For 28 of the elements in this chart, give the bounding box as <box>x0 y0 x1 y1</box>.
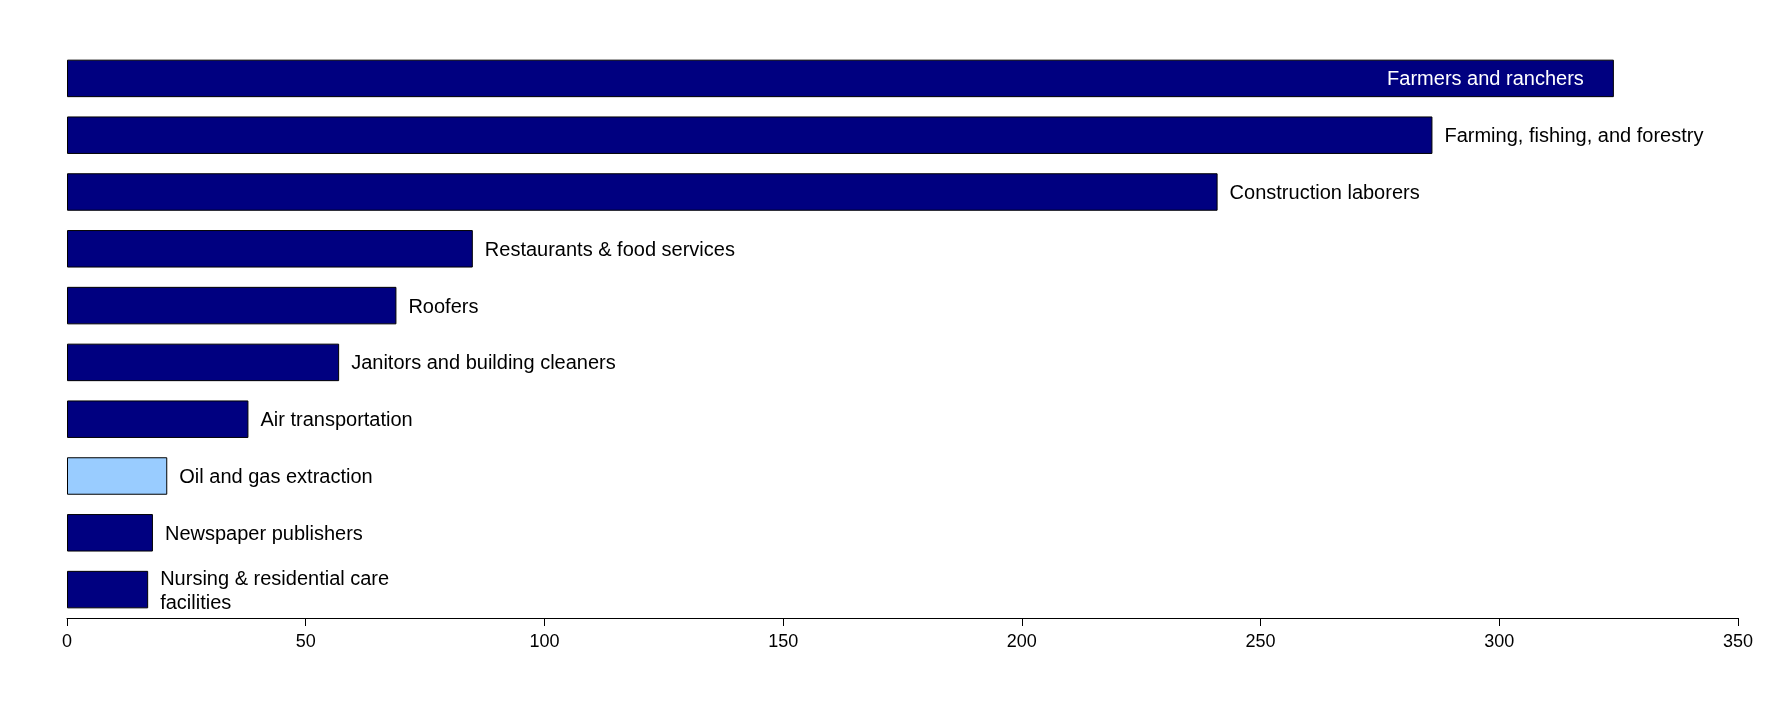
bar <box>67 570 149 609</box>
bar <box>67 230 473 268</box>
y-tick-label: Farming, fishing, and forestry <box>1444 124 1704 147</box>
x-tick-label: 50 <box>295 631 316 651</box>
x-tick-label: 200 <box>1006 631 1037 651</box>
y-tick-label: Oil and gas extraction <box>179 465 373 487</box>
bar <box>67 457 168 495</box>
y-tick-label: Construction laborers <box>1229 181 1420 203</box>
y-tick-label: Roofers <box>408 294 479 317</box>
x-tick-label: 0 <box>61 631 73 651</box>
x-tick-label: 100 <box>529 631 560 651</box>
bar <box>67 400 249 438</box>
y-tick-label: Newspaper publishers <box>164 521 363 544</box>
bar <box>67 343 340 382</box>
x-tick-label: 150 <box>768 631 799 651</box>
bar <box>67 286 397 325</box>
y-tick-label: Farmers and ranchers <box>1387 67 1584 90</box>
bar <box>67 514 153 552</box>
y-tick-label: Janitors and building cleaners <box>351 351 616 374</box>
bar <box>67 59 1614 98</box>
x-tick-label: 250 <box>1245 631 1276 651</box>
y-tick-label: Nursing & residential care facilities <box>160 566 390 613</box>
y-tick-label: Air transportation <box>260 408 413 431</box>
y-tick-label: Restaurants & food services <box>484 237 735 260</box>
x-tick-label: 300 <box>1484 631 1515 651</box>
x-tick-label: 350 <box>1722 631 1754 651</box>
bar <box>67 116 1433 154</box>
bar <box>67 173 1218 211</box>
